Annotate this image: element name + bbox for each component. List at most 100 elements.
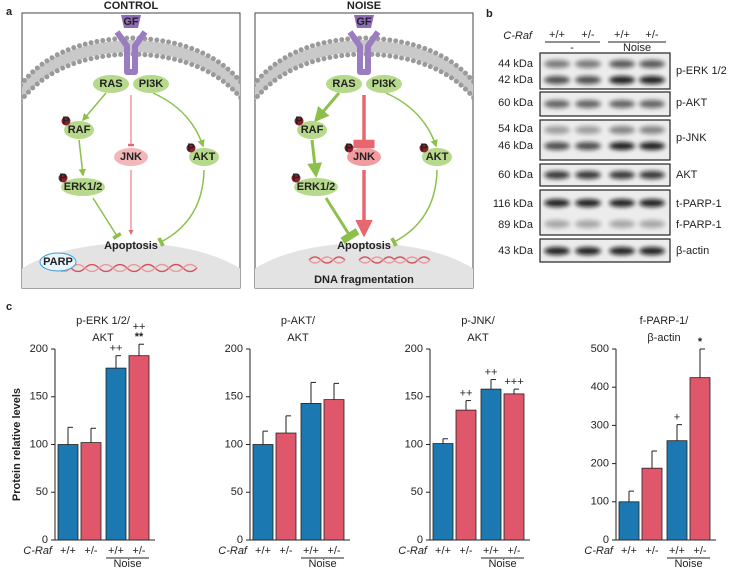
blot-band — [575, 199, 601, 207]
bar — [641, 467, 663, 541]
bar — [252, 444, 274, 541]
genotype: +/+ — [549, 29, 565, 41]
node — [133, 75, 169, 93]
chart-title: f-PARP-1/ — [640, 315, 690, 327]
node — [114, 148, 148, 166]
y-tick-label: 150 — [405, 391, 423, 403]
error-bar — [333, 382, 339, 400]
x-tick-label: +/+ — [621, 545, 637, 557]
dna-label: DNA fragmentation — [314, 274, 414, 286]
error-bar — [285, 415, 291, 434]
dna — [358, 256, 396, 264]
blot-band — [544, 247, 570, 255]
phospho-mark — [58, 173, 68, 183]
phospho-mark — [186, 143, 196, 153]
node-label: JNK — [353, 151, 375, 163]
error-bar — [67, 426, 73, 445]
group-label: - — [570, 42, 574, 54]
blot-strip — [539, 189, 671, 236]
membrane-heads — [22, 51, 240, 104]
blot-band — [639, 100, 665, 108]
x-tick-label: +/+ — [60, 545, 76, 557]
pathway-arrow — [307, 139, 323, 178]
y-tick-label: 50 — [231, 486, 243, 498]
blot-band — [609, 142, 635, 150]
parp — [39, 252, 77, 272]
node — [64, 121, 94, 139]
phospho-mark — [419, 143, 429, 153]
phospho-mark — [61, 116, 71, 126]
error-bar — [310, 381, 316, 404]
phospho-label: P — [420, 142, 427, 154]
node-label: AKT — [426, 151, 449, 163]
bar — [503, 393, 525, 541]
size-label: 42 kDa — [498, 74, 534, 86]
significance: ** — [135, 331, 144, 343]
blot-band — [609, 247, 635, 255]
pathway-arrow — [157, 169, 205, 247]
blot-band — [609, 126, 635, 134]
size-label: 43 kDa — [498, 245, 534, 257]
pathway-arrow — [385, 92, 438, 148]
node — [347, 148, 381, 166]
blot-band — [639, 76, 665, 84]
group-label: Noise — [308, 558, 336, 569]
bar — [432, 443, 454, 541]
x-tick-label: +/- — [459, 545, 472, 557]
node-label: RAS — [332, 78, 355, 90]
y-tick-label: 400 — [591, 381, 609, 393]
blot-band — [609, 220, 635, 228]
error-bar — [442, 438, 448, 444]
group-label: Noise — [623, 42, 651, 54]
blot-band — [575, 247, 601, 255]
membrane-heads — [255, 51, 473, 104]
chart-title: p-AKT/ — [281, 315, 316, 327]
blot-band — [575, 126, 601, 134]
blot-band — [544, 171, 570, 179]
blot-band — [575, 142, 601, 150]
node-label: AKT — [193, 151, 216, 163]
phospho-label: P — [59, 172, 66, 184]
phospho-label: P — [62, 115, 69, 127]
x-tick-label: +/- — [645, 545, 658, 557]
blot-band — [639, 220, 665, 228]
protein-label: AKT — [676, 169, 698, 181]
size-label: 60 kDa — [498, 169, 534, 181]
y-tick-label: 500 — [591, 343, 609, 355]
node-label: GF — [356, 16, 372, 28]
y-tick-label: 100 — [225, 438, 243, 450]
protein-label: β-actin — [676, 245, 709, 257]
chart-title: β-actin — [647, 332, 680, 344]
significance: * — [698, 336, 703, 348]
panel-label: c — [6, 301, 12, 313]
blot-band — [639, 126, 665, 134]
blot-band — [544, 76, 570, 84]
parp-label: PARP — [43, 256, 73, 268]
node — [297, 121, 327, 139]
x-tick-label: +/- — [279, 545, 292, 557]
node-label: GF — [123, 16, 139, 28]
x-tick-label: +/- — [327, 545, 340, 557]
membrane-tails — [255, 39, 473, 102]
significance: ++ — [460, 387, 473, 399]
significance: +++ — [504, 376, 523, 388]
significance: ++ — [485, 366, 498, 378]
node-label: RAF — [301, 124, 324, 136]
x-axis-label: C-Raf — [23, 545, 53, 557]
phospho-mark — [294, 116, 304, 126]
significance: ++ — [133, 321, 146, 333]
blot-band — [575, 60, 601, 68]
bar — [57, 444, 79, 541]
node — [189, 148, 219, 166]
dna — [56, 263, 198, 273]
dna — [393, 256, 431, 264]
phospho-label: P — [292, 172, 299, 184]
blot-band — [639, 247, 665, 255]
node-label: PI3K — [139, 78, 164, 90]
dna — [358, 256, 396, 264]
blot-strip — [539, 238, 671, 263]
y-tick-label: 0 — [42, 534, 48, 546]
pathway-arrow — [92, 197, 122, 240]
pathway-arrow — [314, 92, 341, 123]
significance: + — [674, 412, 680, 424]
